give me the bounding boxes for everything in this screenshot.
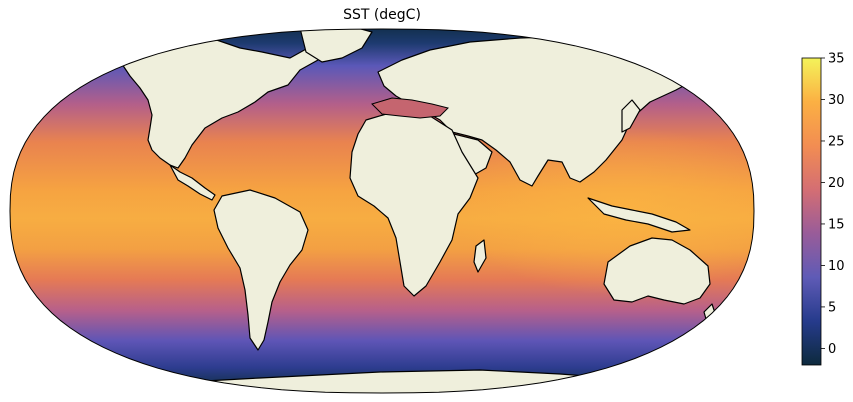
colorbar-tick-label: 20: [828, 176, 845, 191]
colorbar-tick-label: 30: [828, 93, 845, 108]
globe-outline: [9, 28, 755, 394]
map-title: SST (degC): [343, 7, 421, 23]
colorbar-tick-label: 5: [828, 300, 836, 315]
colorbar: 0 5 10 15 20 25 30 35: [801, 52, 845, 366]
colorbar-tick-label: 35: [828, 52, 845, 67]
mediterranean-sea: [371, 97, 449, 119]
africa: [349, 109, 479, 297]
indonesia: [587, 197, 691, 233]
colorbar-tick-label: 15: [828, 217, 845, 232]
japan: [621, 99, 641, 133]
north-america: [117, 35, 331, 169]
map-globe: [10, 29, 754, 393]
colorbar-fill: [801, 57, 822, 366]
colorbar-tick-label: 0: [828, 342, 836, 357]
colorbar-ticks: 0 5 10 15 20 25 30 35: [821, 52, 845, 357]
south-america: [213, 189, 309, 351]
greenland: [299, 29, 373, 63]
central-america: [169, 164, 216, 201]
land: [117, 29, 717, 393]
australia: [603, 237, 711, 305]
madagascar: [473, 239, 487, 273]
colorbar-tick-label: 10: [828, 259, 845, 274]
colorbar-tick-label: 25: [828, 134, 845, 149]
